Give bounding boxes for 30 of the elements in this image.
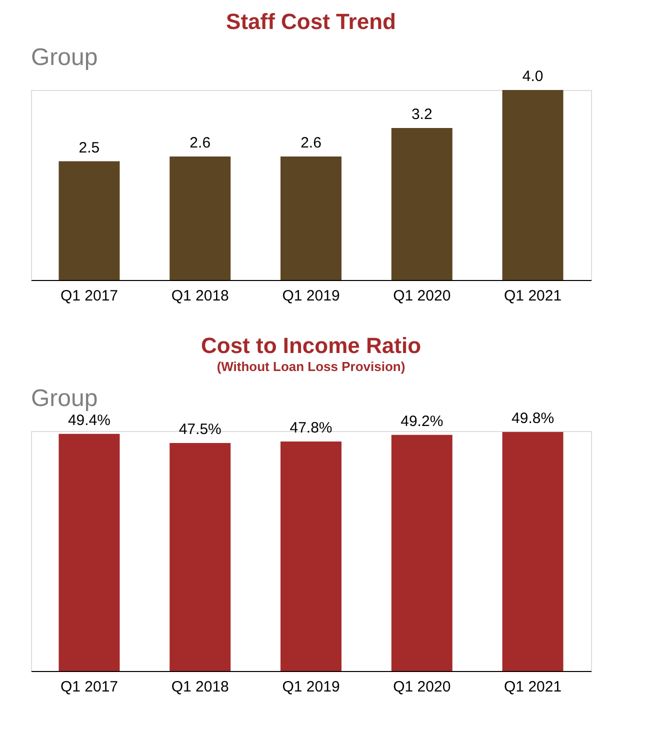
bar	[58, 161, 120, 280]
x-tick-label: Q1 2018	[171, 678, 229, 696]
x-tick-label: Q1 2021	[504, 288, 562, 304]
data-label: 47.8%	[290, 420, 332, 437]
text: Group	[31, 385, 98, 412]
data-label: 2.6	[300, 134, 322, 152]
x-tick-label: Q1 2019	[282, 678, 340, 696]
x-tick-label: Q1 2020	[393, 288, 451, 304]
data-label: 2.6	[190, 134, 211, 152]
x-tick-label: Q1 2020	[393, 678, 451, 696]
bar	[280, 156, 342, 280]
chart-subtitle: (Without Loan Loss Provision)	[216, 359, 406, 374]
text: Group	[31, 44, 98, 71]
x-tick-label: Q1 2018	[171, 288, 229, 304]
data-label: 2.5	[78, 139, 100, 156]
x-tick-label: Q1 2019	[282, 288, 340, 304]
data-label: 49.2%	[400, 412, 444, 430]
data-label: 49.4%	[68, 412, 110, 429]
x-tick-label: Q1 2021	[504, 678, 562, 696]
data-label: 49.8%	[512, 410, 554, 427]
data-label: 4.0	[522, 68, 544, 85]
chart-title: Cost to Income Ratio	[200, 333, 422, 358]
bar	[391, 128, 452, 280]
data-label: 47.5%	[178, 421, 222, 438]
chart-title: Staff Cost Trend	[226, 9, 396, 34]
bar	[170, 156, 231, 280]
bar	[502, 90, 564, 280]
x-tick-label: Q1 2017	[60, 288, 118, 304]
x-tick-label: Q1 2017	[60, 678, 118, 696]
data-label: 3.2	[411, 106, 432, 123]
